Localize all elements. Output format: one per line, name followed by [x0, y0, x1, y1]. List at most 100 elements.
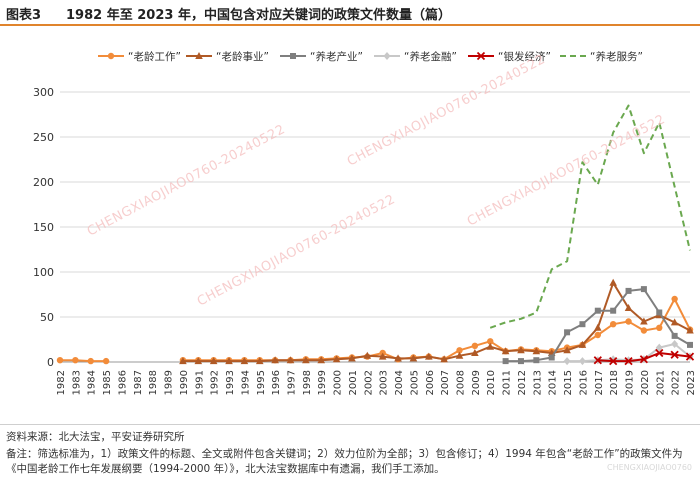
y-tick-label: 100: [33, 266, 54, 279]
legend: “老龄工作” “老龄事业” “养老产业” “养老金融” “银发经济” “养老服务”: [98, 50, 643, 63]
x-tick-label: 1984: [87, 370, 98, 395]
data-point: [532, 347, 541, 355]
series-line: [60, 359, 107, 363]
data-point: [378, 352, 387, 360]
data-point: [593, 356, 602, 365]
data-point: [424, 352, 433, 360]
data-point: [290, 53, 296, 59]
x-tick-label: 2023: [686, 370, 697, 395]
data-point: [486, 342, 495, 350]
x-tick-label: 2013: [532, 370, 543, 395]
x-tick-label: 1999: [317, 370, 328, 395]
data-point: [471, 349, 479, 356]
x-tick-label: 2009: [471, 370, 482, 395]
data-point: [194, 357, 203, 365]
data-point: [317, 356, 326, 364]
footer-rule: [0, 424, 700, 425]
figure-label: 图表3: [6, 8, 42, 23]
watermark-text: CHENGXIAOJIAO0760-20240522: [345, 52, 548, 169]
x-tick-label: 1992: [210, 370, 221, 395]
data-point: [209, 357, 218, 365]
x-tick-label: 2003: [379, 370, 390, 395]
data-point: [670, 350, 679, 359]
x-tick-label: 2001: [348, 370, 359, 395]
x-tick-label: 2000: [333, 370, 344, 395]
x-tick-label: 2018: [609, 370, 620, 395]
x-tick-label: 2022: [671, 370, 682, 395]
x-tick-label: 2017: [594, 370, 605, 395]
x-tick-label: 1997: [286, 370, 297, 395]
x-tick-label: 2010: [486, 370, 497, 395]
x-tick-label: 1991: [194, 370, 205, 395]
x-tick-label: 2012: [517, 370, 528, 395]
grid-lines: [60, 91, 690, 318]
data-point: [609, 356, 618, 366]
data-point: [394, 354, 402, 362]
data-point: [332, 355, 341, 363]
data-point: [87, 357, 94, 365]
data-point: [348, 354, 356, 362]
data-point: [671, 340, 679, 348]
data-point: [455, 351, 464, 359]
data-point: [594, 323, 602, 331]
data-point: [609, 321, 617, 328]
legend-label: “养老产业”: [310, 50, 363, 63]
series-line: [182, 281, 691, 363]
series-group: [502, 286, 693, 365]
data-point: [195, 52, 203, 59]
figure-title: 1982 年至 2023 年，中国包含对应关键词的政策文件数量（篇）: [66, 8, 451, 23]
data-point: [102, 357, 110, 365]
data-point: [594, 307, 601, 314]
corner-watermark: CHENGXIAOJIAO0760: [606, 463, 692, 472]
y-tick-label: 150: [33, 221, 54, 234]
legend-item: “养老服务”: [560, 50, 643, 63]
data-point: [687, 341, 693, 348]
data-point: [594, 331, 602, 339]
data-point: [640, 317, 648, 325]
x-tick-label: 2014: [548, 370, 559, 395]
data-point: [579, 321, 586, 328]
data-point: [440, 355, 448, 363]
x-tick-label: 2020: [640, 370, 651, 395]
data-point: [640, 286, 647, 293]
data-point: [56, 357, 64, 364]
x-tick-label: 2006: [425, 370, 436, 395]
series-group: [489, 104, 691, 329]
x-tick-label: 2016: [578, 370, 589, 395]
watermark-text: CHENGXIAOJIAO0760-20240522: [85, 122, 288, 239]
x-tick-label: 1982: [56, 370, 67, 395]
legend-item: “养老金融”: [374, 50, 457, 63]
data-point: [548, 354, 555, 361]
series-group: [593, 348, 695, 366]
data-point: [655, 343, 663, 352]
figure-title-bar: 图表3 1982 年至 2023 年，中国包含对应关键词的政策文件数量（篇）: [0, 0, 700, 26]
data-point: [656, 324, 663, 331]
data-point: [609, 278, 617, 286]
x-tick-label: 1986: [117, 370, 128, 395]
axes: 0 50 100 150 200 250 300 1982 1983 1984 1985 1986 19…: [33, 86, 697, 395]
x-tick-label: 2007: [440, 370, 451, 395]
legend-label: “养老服务”: [590, 50, 643, 63]
x-tick-label: 2015: [563, 370, 574, 395]
data-point: [639, 355, 649, 364]
data-point: [225, 357, 233, 365]
y-tick-label: 300: [33, 86, 54, 99]
legend-label: “老龄工作”: [128, 50, 181, 63]
data-point: [72, 357, 79, 364]
series-group: [179, 278, 694, 365]
series-lines: [56, 104, 695, 366]
data-point: [179, 357, 187, 365]
legend-label: “老龄事业”: [216, 50, 269, 63]
data-point: [302, 356, 310, 364]
x-tick-label: 1983: [71, 370, 82, 395]
data-point: [107, 52, 115, 60]
data-point: [383, 52, 391, 60]
x-tick-label: 2019: [625, 370, 636, 395]
data-point: [655, 348, 664, 358]
series-line: [489, 104, 691, 329]
data-point: [686, 326, 694, 334]
x-tick-label: 2004: [394, 370, 405, 395]
data-point: [564, 329, 571, 336]
x-tick-label: 1987: [133, 370, 144, 395]
x-tick-label: 1988: [148, 370, 159, 395]
